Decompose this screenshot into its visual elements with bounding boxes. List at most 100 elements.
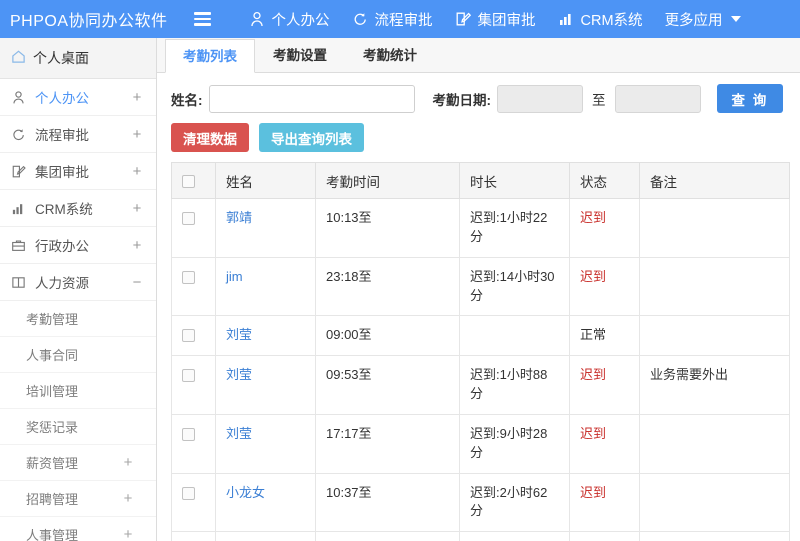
- row-checkbox[interactable]: [182, 486, 195, 500]
- row-checkbox[interactable]: [182, 212, 195, 226]
- sidebar-subitem-personnel-management[interactable]: 人事管理 +: [0, 517, 156, 541]
- expand-toggle-icon[interactable]: +: [123, 526, 133, 541]
- cell-duration: 迟到:14小时30分: [459, 256, 570, 317]
- status-badge: 迟到: [580, 367, 607, 383]
- edit-square-icon: [455, 11, 472, 28]
- bar-chart-icon: [558, 11, 575, 28]
- user-icon: [249, 11, 266, 28]
- nav-item-process-approval[interactable]: 流程审批: [341, 0, 444, 38]
- row-checkbox[interactable]: [182, 329, 195, 343]
- table-row[interactable]: 管理员10:54至10:54迟到:2小时90分早退:7小时10分迟到/早退111…: [171, 531, 790, 541]
- date-range-separator: 至: [592, 92, 606, 108]
- expand-toggle-icon[interactable]: +: [132, 162, 142, 180]
- collapse-toggle-icon[interactable]: −: [132, 273, 142, 291]
- sidebar-subitem-attendance-management[interactable]: 考勤管理: [0, 301, 156, 337]
- tab-attendance-list[interactable]: 考勤列表: [165, 39, 255, 73]
- expand-toggle-icon[interactable]: +: [132, 88, 142, 106]
- cell-status: 迟到/早退: [569, 531, 640, 541]
- sidebar-item-personal-office[interactable]: 个人办公 +: [0, 79, 156, 116]
- export-query-list-button[interactable]: 导出查询列表: [259, 123, 364, 152]
- table-row[interactable]: 刘莹 17:17至 迟到:9小时28分 迟到: [171, 413, 790, 474]
- employee-name-link[interactable]: 刘莹: [226, 367, 253, 383]
- sidebar-item-human-resources[interactable]: 人力资源 −: [0, 264, 156, 301]
- hamburger-line: [194, 17, 212, 21]
- nav-item-label: 更多应用: [664, 12, 723, 29]
- duration-line: 迟到:9小时28分: [470, 425, 548, 460]
- row-checkbox[interactable]: [182, 427, 195, 441]
- employee-name-link[interactable]: 刘莹: [226, 327, 253, 343]
- select-all-checkbox[interactable]: [182, 174, 195, 188]
- sidebar-subitem-label: 培训管理: [26, 384, 79, 399]
- table-row[interactable]: 刘莹 09:00至 正常: [171, 315, 790, 357]
- table-row[interactable]: jim 23:18至 迟到:14小时30分 迟到: [171, 256, 790, 317]
- employee-name-link[interactable]: 郭靖: [226, 210, 253, 225]
- status-badge: 正常: [580, 327, 607, 343]
- name-input[interactable]: [208, 84, 415, 113]
- query-button[interactable]: 查 询: [716, 84, 784, 113]
- row-checkbox[interactable]: [182, 369, 195, 383]
- sidebar-item-personal-desktop[interactable]: 个人桌面: [0, 38, 156, 79]
- nav-item-label: CRM系统: [580, 12, 643, 29]
- row-select-cell: [171, 531, 216, 541]
- sidebar-subitem-training-management[interactable]: 培训管理: [0, 373, 156, 409]
- cell-attendance-time: 10:13至: [315, 198, 460, 258]
- top-navigation-bar: PHPOA协同办公软件 个人办公 流程审批 集团审批: [0, 0, 800, 38]
- row-checkbox[interactable]: [182, 270, 195, 284]
- expand-toggle-icon[interactable]: +: [123, 454, 133, 471]
- sidebar-subitem-reward-punishment-record[interactable]: 奖惩记录: [0, 409, 156, 445]
- sidebar-subitem-recruitment-management[interactable]: 招聘管理 +: [0, 481, 156, 517]
- date-to-input[interactable]: [614, 84, 701, 113]
- hamburger-line: [194, 23, 212, 26]
- sidebar-subitem-label: 奖惩记录: [26, 420, 79, 435]
- nav-item-more-apps[interactable]: 更多应用: [654, 0, 752, 38]
- nav-item-label: 个人办公: [271, 12, 330, 29]
- sidebar-item-label: 个人桌面: [33, 50, 89, 66]
- expand-toggle-icon[interactable]: +: [132, 236, 142, 254]
- tab-attendance-statistics[interactable]: 考勤统计: [363, 48, 417, 63]
- nav-item-personal-office[interactable]: 个人办公: [238, 0, 341, 38]
- employee-name-link[interactable]: 刘莹: [226, 425, 253, 441]
- attendance-date-label: 考勤日期:: [432, 92, 492, 108]
- expand-toggle-icon[interactable]: +: [132, 199, 142, 217]
- sidebar-item-crm-system[interactable]: CRM系统 +: [0, 190, 156, 227]
- duration-line: 迟到:2小时62分: [470, 484, 548, 519]
- cell-remark: 1111: [639, 531, 790, 541]
- sidebar: 个人桌面 个人办公 + 流程审批 + 集团审批: [0, 38, 157, 541]
- nav-item-label: 集团审批: [477, 12, 536, 29]
- cell-remark: [639, 472, 790, 533]
- employee-name-link[interactable]: 小龙女: [226, 484, 266, 500]
- home-icon: [11, 49, 26, 67]
- sidebar-subitem-salary-management[interactable]: 薪资管理 +: [0, 445, 156, 481]
- status-badge: 迟到: [580, 425, 607, 441]
- sidebar-item-group-approval[interactable]: 集团审批 +: [0, 153, 156, 190]
- table-row[interactable]: 郭靖 10:13至 迟到:1小时22分 迟到: [171, 198, 790, 258]
- table-row[interactable]: 小龙女 10:37至 迟到:2小时62分 迟到: [171, 472, 790, 533]
- status-badge: 迟到: [580, 484, 607, 500]
- nav-item-crm-system[interactable]: CRM系统: [547, 0, 654, 38]
- tab-attendance-settings[interactable]: 考勤设置: [273, 48, 327, 63]
- date-from-input[interactable]: [497, 84, 583, 113]
- cell-duration: 迟到:9小时28分: [459, 413, 570, 474]
- sidebar-subitem-label: 人事管理: [26, 528, 79, 541]
- sidebar-subitem-personnel-contract[interactable]: 人事合同: [0, 337, 156, 373]
- nav-item-group-approval[interactable]: 集团审批: [444, 0, 547, 38]
- employee-name-link[interactable]: jim: [226, 268, 243, 284]
- status-badge: 迟到: [580, 268, 607, 284]
- cell-remark: 业务需要外出: [639, 355, 790, 415]
- cell-attendance-time: 09:00至: [315, 315, 460, 357]
- hamburger-icon[interactable]: [186, 12, 220, 26]
- column-header-duration: 时长: [459, 162, 570, 199]
- cell-duration: 迟到:1小时22分: [459, 198, 570, 258]
- sidebar-subitem-label: 薪资管理: [26, 456, 79, 471]
- duration-line: 迟到:14小时30分: [470, 268, 555, 303]
- expand-toggle-icon[interactable]: +: [123, 490, 133, 507]
- select-all-header: [171, 162, 216, 199]
- sidebar-item-administrative-office[interactable]: 行政办公 +: [0, 227, 156, 264]
- table-row[interactable]: 刘莹 09:53至 迟到:1小时88分 迟到 业务需要外出: [171, 355, 790, 415]
- clear-data-button[interactable]: 清理数据: [171, 123, 249, 152]
- refresh-flow-icon: [11, 127, 29, 142]
- expand-toggle-icon[interactable]: +: [132, 125, 142, 143]
- row-select-cell: [171, 413, 216, 474]
- tab-bar: 考勤列表 考勤设置 考勤统计: [157, 38, 800, 73]
- sidebar-item-process-approval[interactable]: 流程审批 +: [0, 116, 156, 153]
